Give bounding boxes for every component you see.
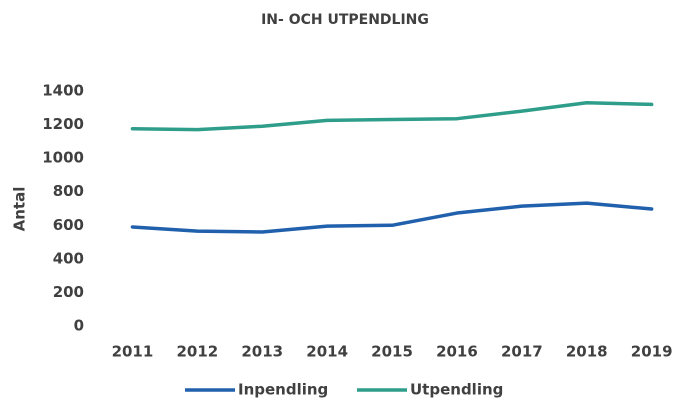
- y-tick-label: 200: [53, 283, 84, 301]
- chart-title: IN- OCH UTPENDLING: [261, 12, 429, 28]
- legend-label: Inpendling: [238, 381, 328, 399]
- x-tick-label: 2017: [501, 343, 543, 361]
- y-axis-label: Antal: [11, 187, 29, 232]
- y-tick-label: 1400: [42, 82, 84, 100]
- x-tick-label: 2018: [566, 343, 608, 361]
- y-tick-label: 1000: [42, 149, 84, 167]
- y-tick-label: 0: [74, 317, 84, 335]
- x-tick-label: 2016: [436, 343, 478, 361]
- y-tick-label: 1200: [42, 115, 84, 133]
- y-tick-label: 600: [53, 216, 84, 234]
- x-tick-label: 2015: [371, 343, 413, 361]
- x-tick-label: 2013: [241, 343, 283, 361]
- legend-label: Utpendling: [410, 381, 503, 399]
- x-tick-label: 2014: [306, 343, 348, 361]
- data-line: [130, 101, 654, 132]
- data-line: [130, 201, 654, 234]
- y-tick-label: 400: [53, 249, 84, 267]
- y-tick-label: 800: [53, 182, 84, 200]
- x-tick-label: 2012: [176, 343, 218, 361]
- x-tick-label: 2011: [112, 343, 154, 361]
- x-tick-label: 2019: [631, 343, 673, 361]
